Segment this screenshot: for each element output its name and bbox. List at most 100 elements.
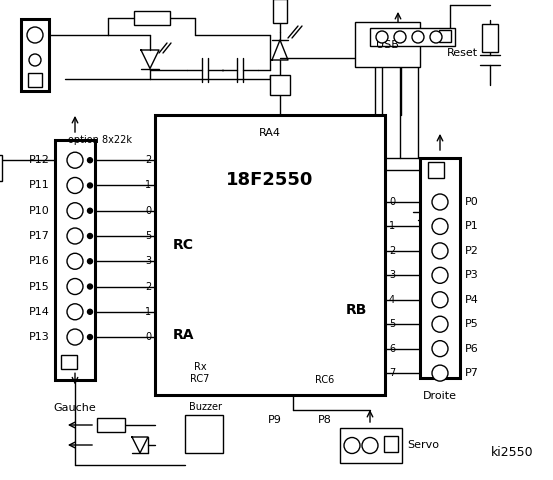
Circle shape bbox=[430, 31, 442, 43]
Circle shape bbox=[67, 278, 83, 295]
Text: P17: P17 bbox=[29, 231, 50, 241]
Bar bbox=[155, 115, 385, 395]
Circle shape bbox=[29, 54, 41, 66]
Bar bbox=[185, 415, 223, 453]
Bar bbox=[28, 73, 42, 87]
Text: 4: 4 bbox=[389, 295, 395, 305]
Bar bbox=[355, 22, 420, 67]
Text: P0: P0 bbox=[465, 197, 479, 207]
Bar bbox=[61, 355, 77, 369]
Circle shape bbox=[87, 208, 92, 213]
Text: 2: 2 bbox=[389, 246, 395, 256]
Bar bbox=[482, 24, 498, 51]
Bar bbox=[439, 30, 451, 42]
Circle shape bbox=[344, 437, 360, 454]
Bar bbox=[340, 428, 402, 463]
Circle shape bbox=[87, 183, 92, 188]
Text: P6: P6 bbox=[465, 344, 479, 354]
Text: 2: 2 bbox=[145, 155, 151, 165]
Circle shape bbox=[67, 203, 83, 219]
Text: Servo: Servo bbox=[407, 441, 439, 451]
Text: P3: P3 bbox=[465, 270, 479, 280]
Text: Buzzer: Buzzer bbox=[189, 402, 222, 412]
Text: 2: 2 bbox=[145, 282, 151, 291]
Text: 7: 7 bbox=[389, 368, 395, 378]
Text: 1: 1 bbox=[145, 180, 151, 191]
Text: P7: P7 bbox=[465, 368, 479, 378]
Text: 1: 1 bbox=[389, 221, 395, 231]
Text: RB: RB bbox=[346, 303, 367, 317]
Circle shape bbox=[27, 27, 43, 43]
Text: P2: P2 bbox=[465, 246, 479, 256]
Circle shape bbox=[87, 158, 92, 163]
Circle shape bbox=[432, 267, 448, 283]
Text: Reset: Reset bbox=[447, 48, 478, 58]
Text: 5: 5 bbox=[145, 231, 151, 241]
Circle shape bbox=[362, 437, 378, 454]
Text: P11: P11 bbox=[29, 180, 50, 191]
Circle shape bbox=[432, 292, 448, 308]
Circle shape bbox=[87, 309, 92, 314]
Circle shape bbox=[67, 253, 83, 269]
Text: P14: P14 bbox=[29, 307, 50, 317]
Circle shape bbox=[87, 335, 92, 339]
Circle shape bbox=[67, 152, 83, 168]
Circle shape bbox=[432, 341, 448, 357]
Text: Gauche: Gauche bbox=[54, 403, 96, 413]
Bar bbox=[420, 158, 460, 378]
Bar bbox=[384, 436, 398, 452]
Circle shape bbox=[432, 218, 448, 234]
Text: 3: 3 bbox=[389, 270, 395, 280]
Circle shape bbox=[67, 304, 83, 320]
Circle shape bbox=[394, 31, 406, 43]
Text: P16: P16 bbox=[29, 256, 50, 266]
Circle shape bbox=[67, 178, 83, 193]
Circle shape bbox=[87, 233, 92, 239]
Circle shape bbox=[432, 365, 448, 381]
Bar bbox=[21, 19, 49, 91]
Text: 1: 1 bbox=[145, 307, 151, 317]
Text: option 8x22k: option 8x22k bbox=[68, 135, 132, 145]
Circle shape bbox=[67, 329, 83, 345]
Text: 0: 0 bbox=[145, 332, 151, 342]
Text: RC6: RC6 bbox=[315, 375, 335, 385]
Bar bbox=[270, 75, 290, 95]
Text: P15: P15 bbox=[29, 282, 50, 291]
Bar bbox=[273, 0, 287, 23]
Text: 3: 3 bbox=[145, 256, 151, 266]
Circle shape bbox=[87, 259, 92, 264]
Circle shape bbox=[432, 243, 448, 259]
Text: 5: 5 bbox=[389, 319, 395, 329]
Text: Droite: Droite bbox=[423, 391, 457, 401]
Circle shape bbox=[87, 284, 92, 289]
Text: RA4: RA4 bbox=[259, 128, 281, 138]
Text: 18F2550: 18F2550 bbox=[226, 171, 314, 189]
Text: USB: USB bbox=[376, 39, 399, 49]
Text: P1: P1 bbox=[465, 221, 479, 231]
Circle shape bbox=[412, 31, 424, 43]
Circle shape bbox=[432, 316, 448, 332]
Bar bbox=[0, 155, 2, 181]
Text: P9: P9 bbox=[268, 415, 282, 425]
Text: 6: 6 bbox=[389, 344, 395, 354]
Bar bbox=[133, 11, 170, 25]
Text: P13: P13 bbox=[29, 332, 50, 342]
Text: P12: P12 bbox=[29, 155, 50, 165]
Text: P10: P10 bbox=[29, 206, 50, 216]
Bar bbox=[370, 28, 455, 46]
Circle shape bbox=[376, 31, 388, 43]
Text: ki2550: ki2550 bbox=[491, 445, 533, 458]
Bar bbox=[55, 140, 95, 380]
Text: P4: P4 bbox=[465, 295, 479, 305]
Circle shape bbox=[67, 228, 83, 244]
Text: 0: 0 bbox=[145, 206, 151, 216]
Text: P5: P5 bbox=[465, 319, 479, 329]
Bar bbox=[428, 162, 444, 178]
Text: RA: RA bbox=[173, 328, 195, 342]
Bar bbox=[97, 418, 125, 432]
Circle shape bbox=[432, 194, 448, 210]
Text: RC: RC bbox=[173, 238, 194, 252]
Text: P8: P8 bbox=[318, 415, 332, 425]
Text: Rx
RC7: Rx RC7 bbox=[190, 362, 210, 384]
Text: 0: 0 bbox=[389, 197, 395, 207]
